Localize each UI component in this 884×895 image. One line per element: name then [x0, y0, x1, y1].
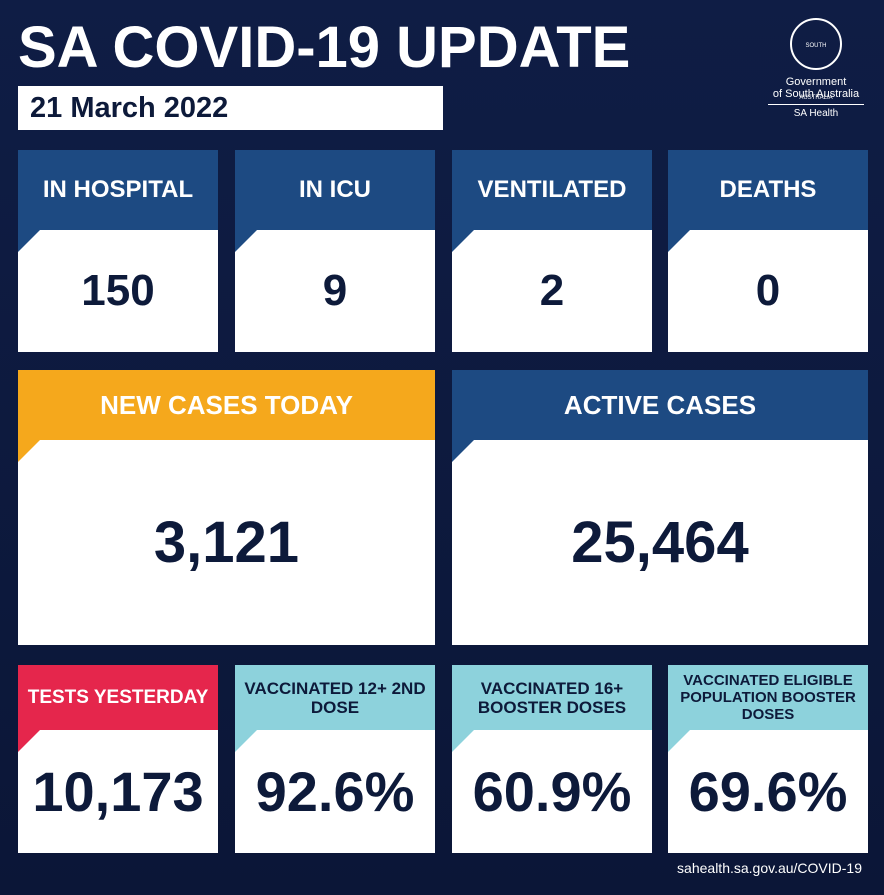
stat-tile: VACCINATED 12+ 2ND DOSE 92.6% — [235, 665, 435, 853]
tile-label: IN ICU — [299, 176, 371, 203]
tile-label: IN HOSPITAL — [42, 176, 194, 203]
tile-value: 60.9% — [452, 730, 652, 853]
footer-url: sahealth.sa.gov.au/COVID-19 — [677, 860, 862, 876]
emblem: SOUTH AUSTRALIA — [790, 18, 842, 101]
logo-text: Government — [785, 76, 847, 88]
stat-tile: TESTS YESTERDAY 10,173 — [18, 665, 218, 853]
tile-value: 2 — [452, 230, 652, 352]
stat-tile: VACCINATED ELIGIBLE POPULATION BOOSTER D… — [668, 665, 868, 853]
tile-label: ACTIVE CASES — [563, 390, 757, 420]
tile-value: 0 — [668, 230, 868, 352]
tile-value: 150 — [18, 230, 218, 352]
tile-value: 9 — [235, 230, 435, 352]
logo-text: of South Australia — [772, 88, 860, 100]
tile-value: 3,121 — [18, 440, 435, 645]
tile-value: 92.6% — [235, 730, 435, 853]
stat-tile: NEW CASES TODAY 3,121 — [18, 370, 435, 645]
date: 21 March 2022 — [18, 86, 443, 130]
stat-tile: IN HOSPITAL 150 — [18, 150, 218, 352]
tile-value: 25,464 — [452, 440, 868, 645]
tile-label: DEATHS — [719, 176, 817, 203]
stat-tile: DEATHS 0 — [668, 150, 868, 352]
title: SA COVID-19 UPDATE — [18, 15, 631, 80]
tile-label: VACCINATED 12+ 2ND DOSE — [244, 678, 426, 717]
tile-label: VACCINATED ELIGIBLE POPULATION BOOSTER D… — [680, 672, 856, 723]
tile-label: NEW CASES TODAY — [100, 390, 353, 420]
logo: SOUTH AUSTRALIA Government of South Aust… — [760, 18, 872, 120]
tile-label: TESTS YESTERDAY — [27, 687, 209, 708]
stat-tile: VENTILATED 2 — [452, 150, 652, 352]
tile-label: VACCINATED 16+ BOOSTER DOSES — [477, 678, 627, 717]
tile-value: 69.6% — [668, 730, 868, 853]
logo-text: SA Health — [793, 108, 839, 119]
tile-value: 10,173 — [18, 730, 218, 853]
stat-tile: IN ICU 9 — [235, 150, 435, 352]
stat-tile: ACTIVE CASES 25,464 — [452, 370, 868, 645]
tile-label: VENTILATED — [477, 176, 627, 203]
divider — [768, 104, 864, 105]
stat-tile: VACCINATED 16+ BOOSTER DOSES 60.9% — [452, 665, 652, 853]
